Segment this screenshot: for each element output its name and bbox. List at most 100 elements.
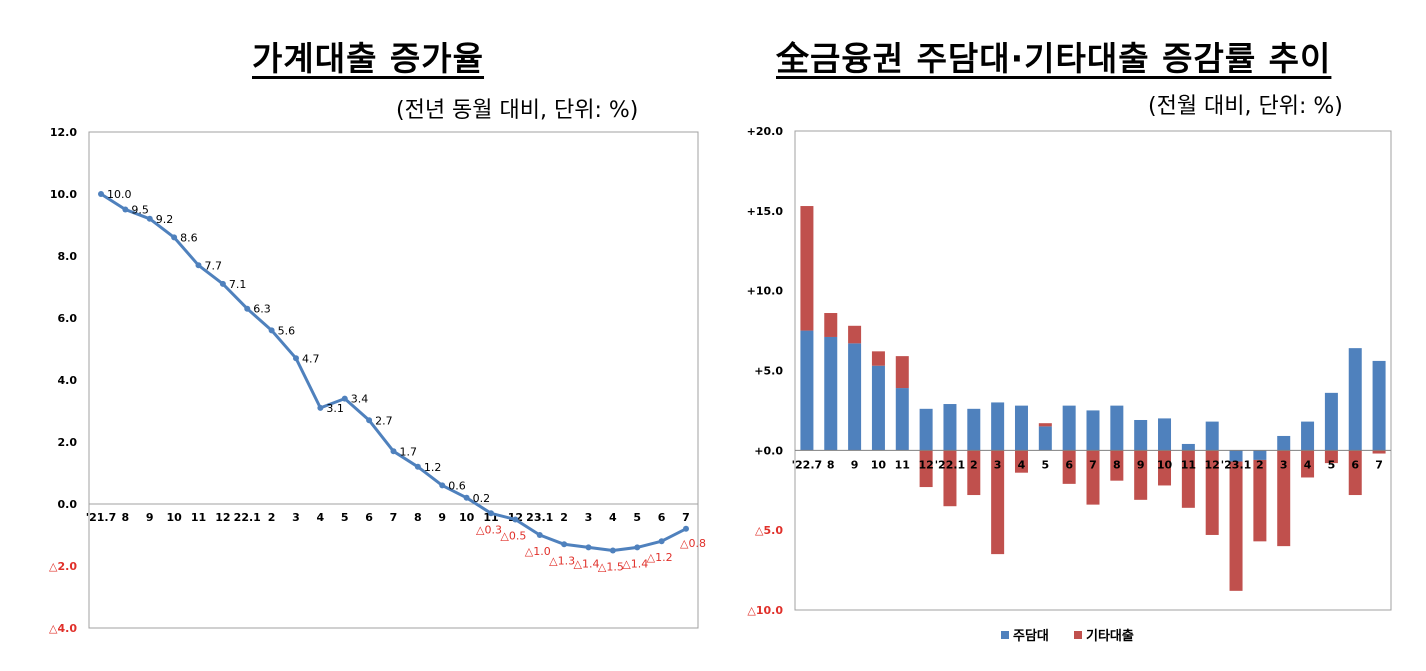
- x-tick-label: 5: [1041, 458, 1049, 471]
- bar-other-loan: [1014, 450, 1028, 473]
- x-tick-label: 3: [292, 511, 300, 524]
- data-point: [317, 404, 324, 411]
- x-tick-label: '22.7: [792, 458, 823, 471]
- data-point: [683, 525, 689, 532]
- bar-other-loan: [1253, 459, 1267, 542]
- bar-mortgage: [1372, 360, 1386, 451]
- x-tick-label: 4: [609, 511, 617, 524]
- x-tick-label: 9: [438, 511, 446, 524]
- data-point: [536, 532, 543, 538]
- data-label: △0.8: [680, 537, 706, 550]
- bar-mortgage: [943, 404, 957, 451]
- y-tick-label: △5.0: [755, 524, 783, 537]
- y-tick-label: 4.0: [58, 374, 78, 387]
- bar-other-loan: [895, 356, 909, 389]
- bar-mortgage: [1253, 450, 1267, 460]
- x-tick-label: 7: [1089, 458, 1097, 471]
- data-point: [561, 541, 568, 548]
- bar-mortgage: [895, 388, 909, 451]
- data-label: △0.3: [476, 523, 502, 536]
- x-tick-label: 2: [560, 511, 568, 524]
- bar-mortgage: [1110, 405, 1124, 451]
- x-tick-label: 11: [191, 511, 206, 524]
- bar-other-loan: [1348, 450, 1362, 496]
- data-label: △1.4: [574, 557, 600, 570]
- data-point: [244, 305, 251, 312]
- data-point: [512, 516, 519, 523]
- x-tick-label: 10: [459, 511, 475, 524]
- bar-other-loan: [1038, 423, 1052, 427]
- right-chart-title: 全금융권 주담대·기타대출 증감률 추이: [776, 39, 1332, 78]
- data-point: [634, 544, 641, 551]
- bar-mortgage: [1014, 405, 1028, 451]
- data-label: △0.5: [500, 530, 526, 543]
- bar-other-loan: [967, 450, 981, 496]
- x-tick-label: 6: [365, 511, 373, 524]
- bar-other-loan: [1062, 450, 1076, 484]
- y-tick-label: 10.0: [50, 188, 77, 201]
- legend-swatch-other-loan: [1074, 631, 1082, 639]
- data-label: △1.0: [525, 545, 551, 558]
- data-label: 4.7: [302, 352, 320, 365]
- data-label: △1.3: [549, 554, 575, 567]
- bar-other-loan: [871, 351, 885, 366]
- bar-mortgage: [1181, 443, 1195, 451]
- data-label: 5.6: [278, 324, 296, 337]
- data-point: [195, 262, 202, 269]
- y-tick-label: 12.0: [50, 126, 77, 139]
- x-tick-label: 7: [390, 511, 398, 524]
- x-tick-label: 4: [1018, 458, 1026, 471]
- bar-other-loan: [919, 450, 933, 488]
- bar-mortgage: [967, 408, 981, 451]
- data-point: [658, 538, 665, 545]
- x-tick-label: 2: [1256, 458, 1264, 471]
- bar-other-loan: [800, 206, 814, 331]
- y-tick-label: 6.0: [58, 312, 78, 325]
- x-tick-label: 3: [1280, 458, 1288, 471]
- y-tick-label: △10.0: [747, 604, 783, 617]
- bar-mortgage: [1062, 405, 1076, 451]
- bar-mortgage: [991, 402, 1005, 451]
- data-point: [146, 215, 153, 222]
- x-tick-label: 6: [1065, 458, 1073, 471]
- data-point: [585, 544, 592, 551]
- y-tick-label: +15.0: [747, 205, 784, 218]
- data-label: 9.2: [156, 213, 174, 226]
- y-tick-label: +0.0: [754, 444, 783, 457]
- data-point: [414, 463, 421, 470]
- x-tick-label: 6: [1351, 458, 1359, 471]
- data-label: 8.6: [180, 231, 198, 244]
- bar-mortgage: [871, 365, 885, 451]
- y-tick-label: +10.0: [747, 285, 784, 298]
- bar-mortgage: [1324, 392, 1338, 451]
- bar-other-loan: [943, 450, 957, 507]
- data-label: 2.7: [375, 414, 393, 427]
- x-tick-label: 23.1: [526, 511, 553, 524]
- y-tick-label: 8.0: [58, 250, 78, 263]
- data-label: 7.1: [229, 278, 247, 291]
- x-tick-label: 4: [1304, 458, 1312, 471]
- x-tick-label: 12: [918, 458, 933, 471]
- x-tick-label: 12: [215, 511, 230, 524]
- data-label: 7.7: [205, 259, 223, 272]
- data-point: [609, 547, 616, 554]
- bar-other-loan: [1158, 450, 1172, 486]
- bar-other-loan: [1110, 450, 1124, 481]
- bar-other-loan: [1372, 450, 1386, 454]
- x-tick-label: 11: [1181, 458, 1196, 471]
- data-label: 0.6: [448, 479, 466, 492]
- left-chart-unit-note: (전년 동월 대비, 단위: %): [396, 98, 639, 123]
- plot-area: [794, 130, 1392, 611]
- x-tick-label: 8: [827, 458, 835, 471]
- bar-mortgage: [1086, 410, 1100, 451]
- bar-mortgage: [1038, 426, 1052, 451]
- data-label: 9.5: [131, 204, 149, 217]
- data-label: △1.2: [647, 551, 673, 564]
- data-label: 6.3: [253, 303, 271, 316]
- x-tick-label: 6: [658, 511, 666, 524]
- bar-mortgage: [824, 336, 838, 451]
- left-chart-title: 가계대출 증가율: [252, 39, 485, 78]
- x-tick-label: 2: [970, 458, 978, 471]
- bar-other-loan: [1229, 461, 1243, 591]
